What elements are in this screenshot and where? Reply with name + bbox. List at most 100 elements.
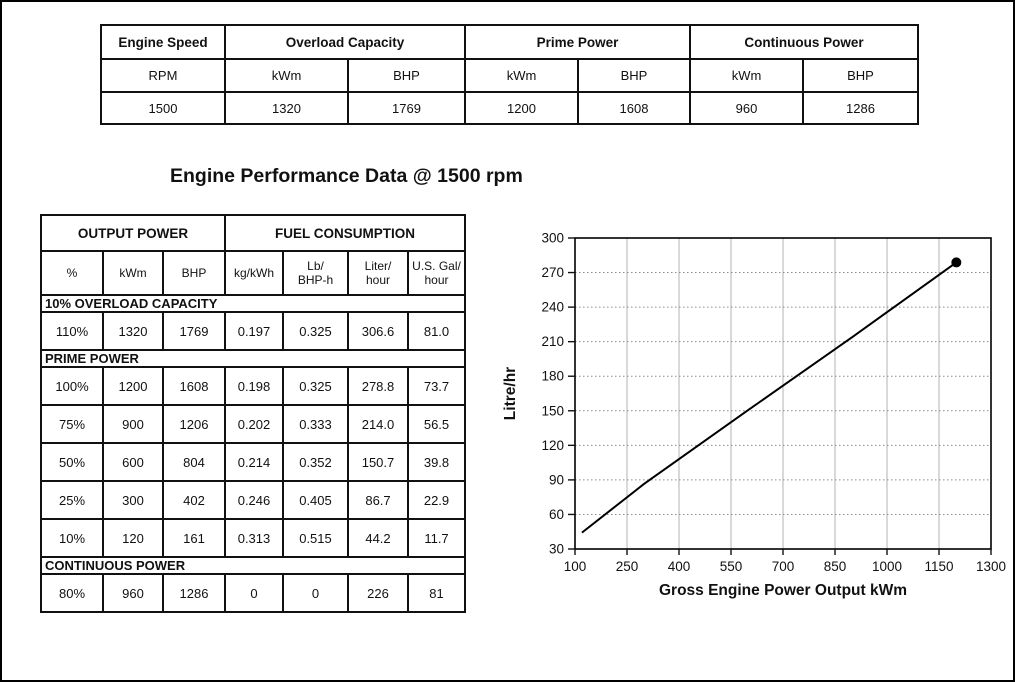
data-cell: 75% (40, 404, 104, 444)
section-title-continuous: CONTINUOUS POWER (40, 556, 466, 575)
x-axis-label: Gross Engine Power Output kWm (659, 582, 907, 599)
data-cell: 804 (162, 442, 226, 482)
value-cell: 1500 (100, 91, 226, 125)
data-cell: 1206 (162, 404, 226, 444)
data-cell: 306.6 (347, 311, 409, 351)
data-cell: 39.8 (407, 442, 466, 482)
unit-cell: BHP (802, 58, 919, 93)
data-cell: 44.2 (347, 518, 409, 558)
table-row: 25% 300 402 0.246 0.405 86.7 22.9 (40, 480, 466, 520)
data-cell: 300 (102, 480, 164, 520)
unit-cell: BHP (577, 58, 691, 93)
table-row: Engine Speed Overload Capacity Prime Pow… (100, 24, 919, 60)
y-tick-label: 60 (549, 507, 564, 522)
x-tick-label: 850 (824, 559, 847, 574)
data-cell: 1769 (162, 311, 226, 351)
header-engine-speed: Engine Speed (100, 24, 226, 60)
performance-table: OUTPUT POWER FUEL CONSUMPTION % kWm BHP … (40, 214, 466, 613)
page-title: Engine Performance Data @ 1500 rpm (170, 165, 523, 187)
series-end-marker (951, 257, 962, 268)
y-tick-label: 240 (541, 300, 564, 315)
data-cell: 1286 (162, 573, 226, 613)
y-tick-label: 210 (541, 334, 564, 349)
value-cell: 1769 (347, 91, 466, 125)
unit-cell: BHP (347, 58, 466, 93)
data-cell: 0 (282, 573, 349, 613)
data-cell: 402 (162, 480, 226, 520)
table-row: 50% 600 804 0.214 0.352 150.7 39.8 (40, 442, 466, 482)
y-axis-label: Litre/hr (502, 367, 519, 420)
data-cell: 22.9 (407, 480, 466, 520)
y-tick-label: 90 (549, 472, 564, 487)
data-cell: 0.202 (224, 404, 284, 444)
x-tick-label: 550 (720, 559, 743, 574)
data-cell: 0 (224, 573, 284, 613)
series-line (581, 261, 957, 534)
data-cell: 600 (102, 442, 164, 482)
col-header: % (40, 250, 104, 296)
data-cell: 1320 (102, 311, 164, 351)
table-row: 100% 1200 1608 0.198 0.325 278.8 73.7 (40, 366, 466, 406)
value-cell: 1608 (577, 91, 691, 125)
header-prime-power: Prime Power (464, 24, 691, 60)
data-cell: 0.325 (282, 311, 349, 351)
data-cell: 0.325 (282, 366, 349, 406)
data-cell: 1608 (162, 366, 226, 406)
data-cell: 1200 (102, 366, 164, 406)
col-header: Liter/ hour (347, 250, 409, 296)
unit-cell: kWm (464, 58, 579, 93)
y-tick-label: 30 (549, 542, 564, 557)
data-cell: 226 (347, 573, 409, 613)
x-tick-label: 250 (616, 559, 639, 574)
data-cell: 0.405 (282, 480, 349, 520)
data-cell: 900 (102, 404, 164, 444)
unit-cell: RPM (100, 58, 226, 93)
y-tick-label: 120 (541, 438, 564, 453)
unit-cell: kWm (689, 58, 804, 93)
x-tick-label: 1300 (976, 559, 1006, 574)
data-cell: 80% (40, 573, 104, 613)
x-tick-label: 1150 (924, 559, 953, 574)
col-header: Lb/ BHP-h (282, 250, 349, 296)
table-row: 75% 900 1206 0.202 0.333 214.0 56.5 (40, 404, 466, 444)
col-header: kg/kWh (224, 250, 284, 296)
unit-cell: kWm (224, 58, 349, 93)
table-row: 110% 1320 1769 0.197 0.325 306.6 81.0 (40, 311, 466, 351)
data-cell: 50% (40, 442, 104, 482)
header-output-power: OUTPUT POWER (40, 214, 226, 252)
data-cell: 161 (162, 518, 226, 558)
table-row: 10% 120 161 0.313 0.515 44.2 11.7 (40, 518, 466, 558)
section-title-prime: PRIME POWER (40, 349, 466, 368)
engine-ratings-table: Engine Speed Overload Capacity Prime Pow… (100, 24, 919, 125)
y-tick-label: 180 (541, 369, 564, 384)
section-header-row: 10% OVERLOAD CAPACITY (40, 294, 466, 313)
data-cell: 56.5 (407, 404, 466, 444)
data-cell: 86.7 (347, 480, 409, 520)
data-cell: 11.7 (407, 518, 466, 558)
data-cell: 0.197 (224, 311, 284, 351)
data-cell: 0.246 (224, 480, 284, 520)
section-header-row: PRIME POWER (40, 349, 466, 368)
col-header: U.S. Gal/ hour (407, 250, 466, 296)
data-cell: 73.7 (407, 366, 466, 406)
data-cell: 110% (40, 311, 104, 351)
x-tick-label: 100 (564, 559, 587, 574)
x-tick-label: 700 (772, 559, 795, 574)
data-cell: 100% (40, 366, 104, 406)
col-header: kWm (102, 250, 164, 296)
x-tick-label: 400 (668, 559, 691, 574)
data-cell: 0.352 (282, 442, 349, 482)
data-cell: 81.0 (407, 311, 466, 351)
data-cell: 0.214 (224, 442, 284, 482)
data-cell: 150.7 (347, 442, 409, 482)
data-cell: 120 (102, 518, 164, 558)
value-cell: 1200 (464, 91, 579, 125)
y-tick-label: 150 (541, 403, 564, 418)
y-tick-label: 300 (541, 231, 564, 246)
value-cell: 1320 (224, 91, 349, 125)
data-cell: 81 (407, 573, 466, 613)
fuel-consumption-chart: 100 250 400 550 700 850 1000 1150 1300 30 60 90 120 1… (497, 220, 1012, 620)
header-fuel-consumption: FUEL CONSUMPTION (224, 214, 466, 252)
y-tick-label: 270 (541, 265, 564, 280)
